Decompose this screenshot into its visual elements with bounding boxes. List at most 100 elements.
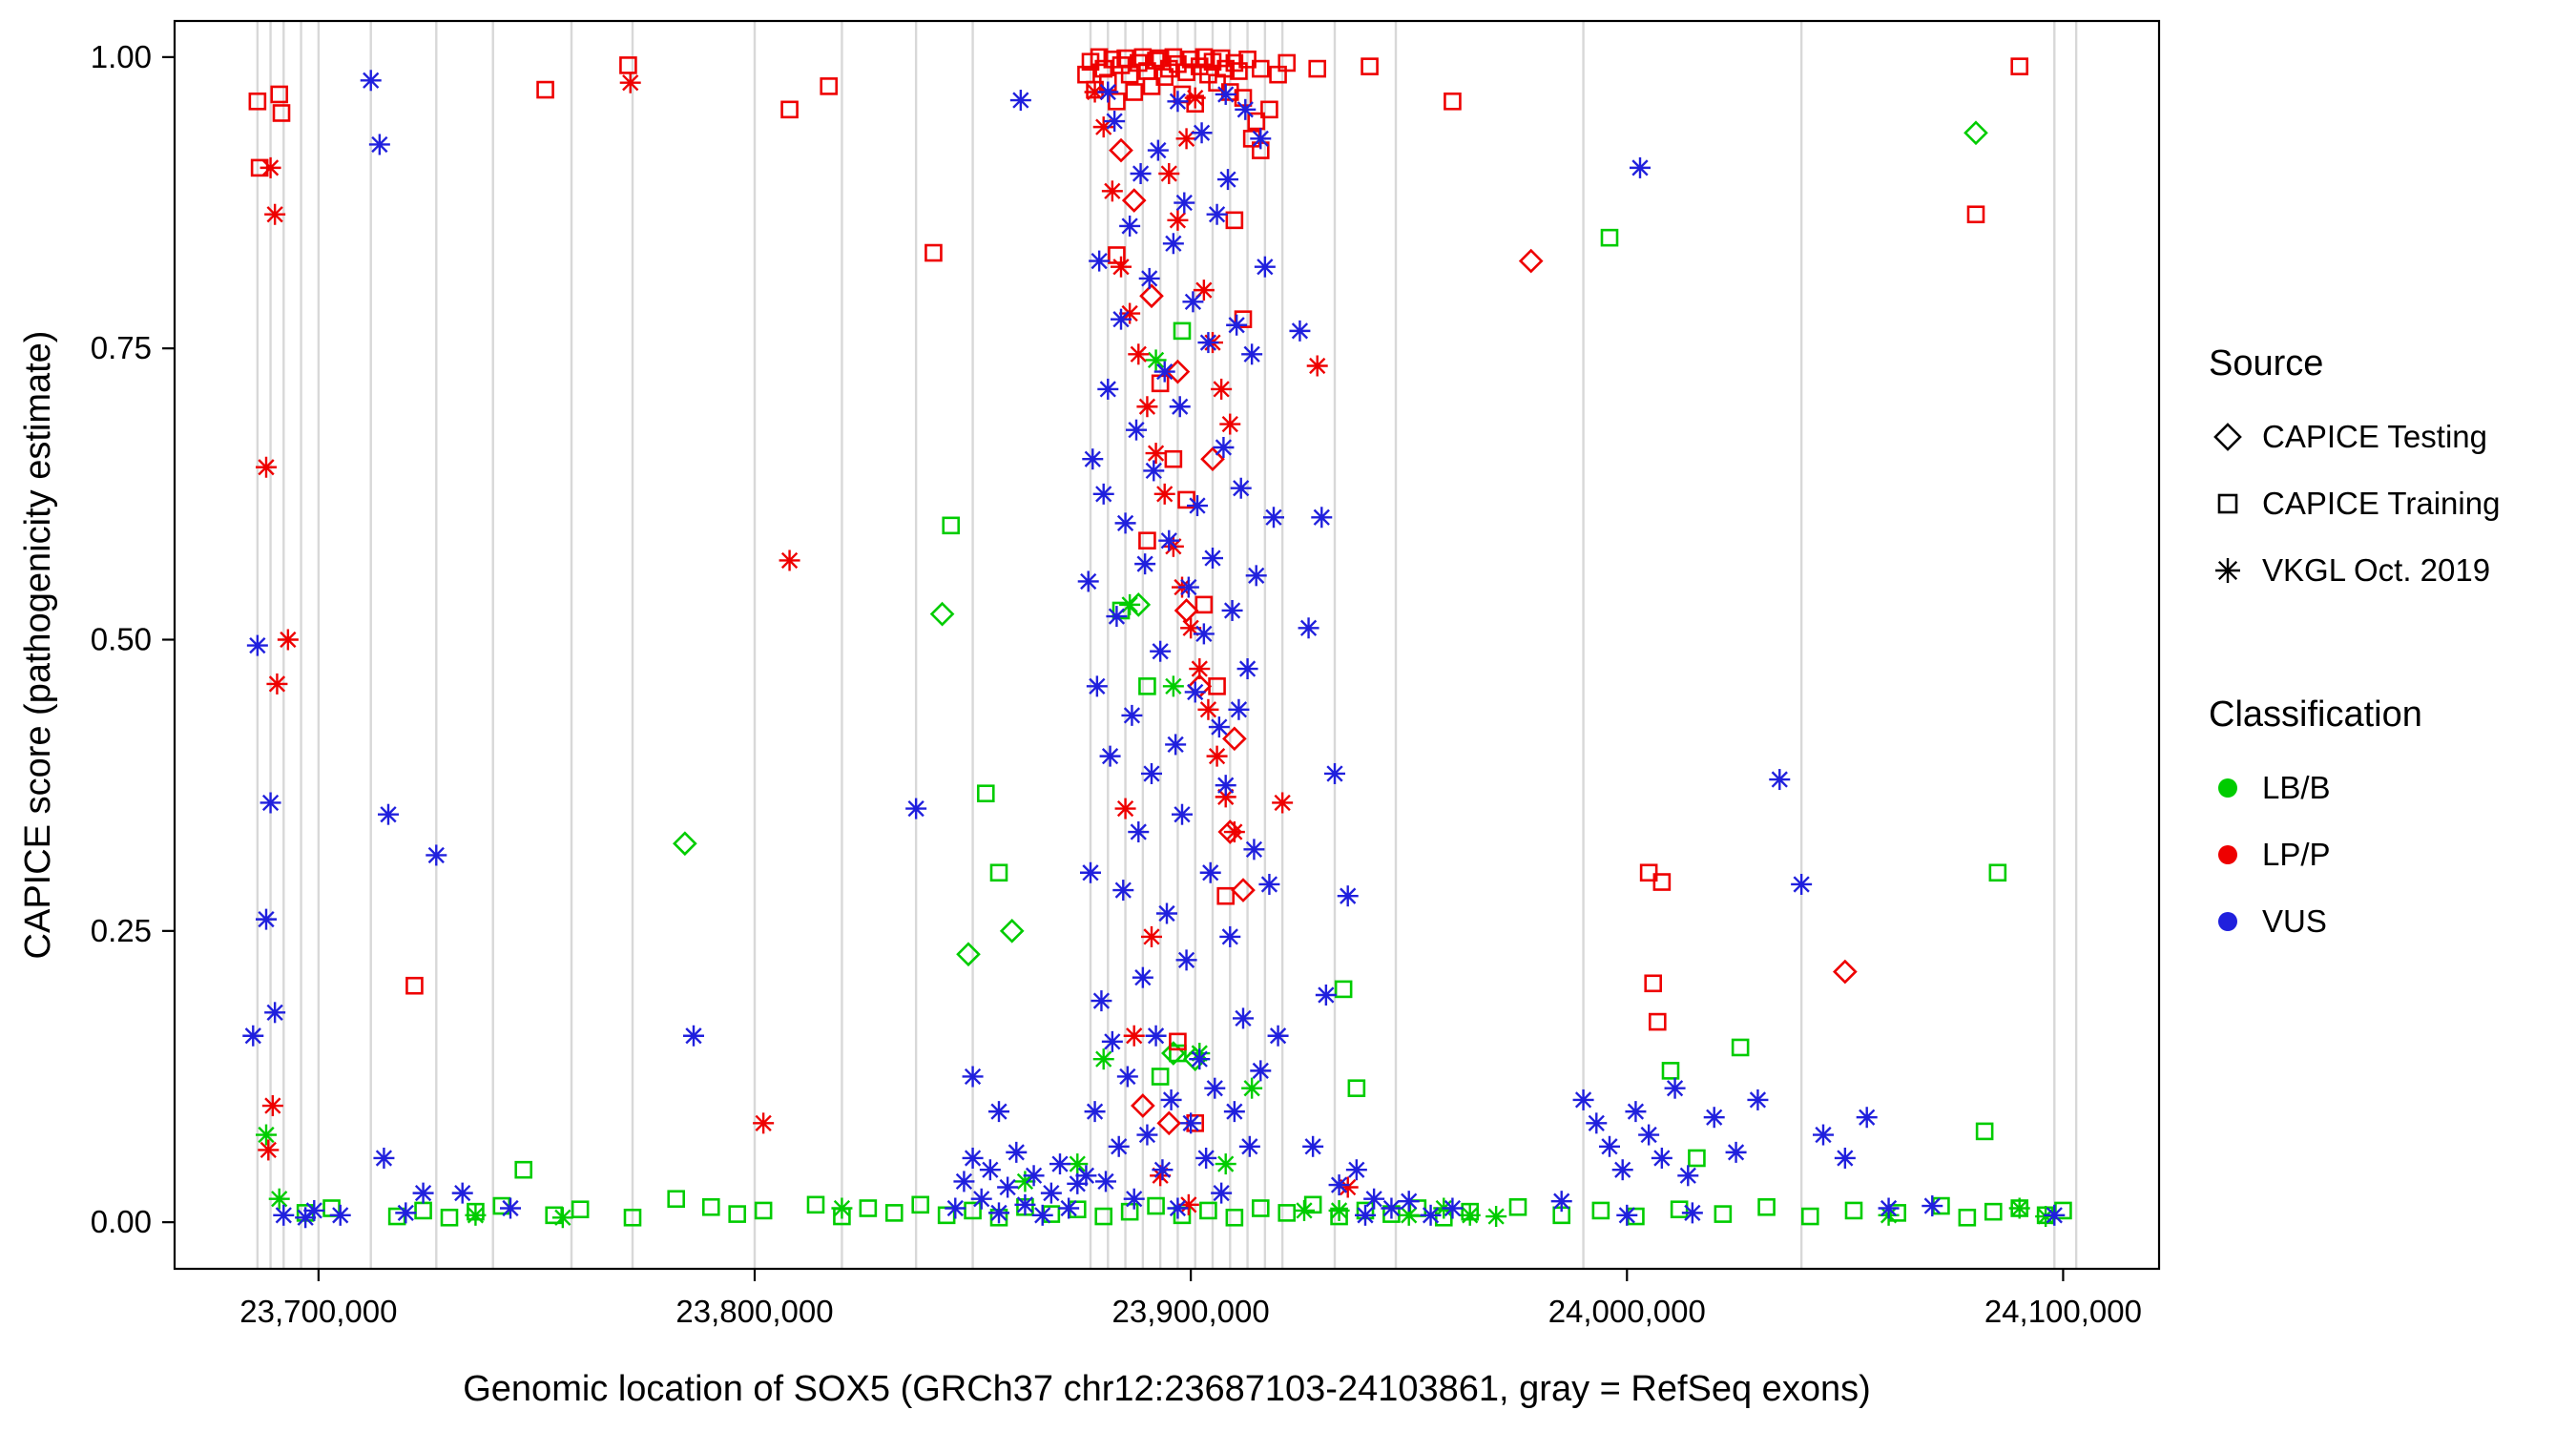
point-marker-asterisk — [1630, 156, 1651, 178]
asterisk-spoke — [1462, 1207, 1479, 1224]
point-marker-asterisk — [831, 1197, 853, 1219]
legend-item-label: CAPICE Training — [2262, 486, 2501, 521]
asterisk-spoke — [1069, 1155, 1086, 1172]
asterisk-spoke — [297, 1209, 314, 1226]
asterisk-spoke — [1116, 514, 1134, 532]
legend-item-capice-testing: CAPICE Testing — [2209, 404, 2571, 470]
asterisk-spoke — [1143, 765, 1160, 782]
asterisk-spoke — [1706, 1109, 1723, 1126]
point-marker-asterisk — [1223, 1101, 1245, 1123]
asterisk-spoke — [1226, 823, 1243, 840]
asterisk-spoke — [973, 1191, 990, 1208]
point-marker-square — [1212, 49, 1231, 68]
point-marker-square — [1251, 59, 1270, 78]
legend-item-label: CAPICE Testing — [2262, 419, 2487, 454]
asterisk-spoke — [1119, 1068, 1136, 1086]
point-marker-asterisk — [1219, 925, 1241, 947]
point-marker-asterisk — [412, 1182, 434, 1204]
asterisk-spoke — [1116, 799, 1134, 818]
point-marker-asterisk — [1158, 529, 1180, 551]
point-marker-asterisk — [258, 1139, 280, 1161]
point-marker-asterisk — [1009, 90, 1031, 112]
point-marker-square — [619, 56, 637, 74]
point-marker-asterisk — [1014, 1193, 1036, 1215]
asterisk-spoke — [1008, 1144, 1025, 1161]
point-marker-asterisk — [1141, 925, 1162, 947]
axis-ticks-layer: 23,700,000 23,800,000 23,900,000 24,000,000… — [91, 39, 2142, 1329]
asterisk-spoke — [964, 1068, 982, 1086]
asterisk-spoke — [467, 1207, 485, 1224]
asterisk-spoke — [1859, 1109, 1876, 1126]
point-marker-asterisk — [779, 550, 800, 571]
asterisk-spoke — [266, 1004, 283, 1021]
point-marker-asterisk — [1108, 1135, 1130, 1157]
asterisk-spoke — [1095, 1050, 1112, 1068]
lpp-dot-icon — [2218, 845, 2237, 864]
asterisk-spoke — [1106, 113, 1123, 130]
point-marker-asterisk — [1082, 448, 1104, 470]
asterisk-spoke — [990, 1204, 1008, 1222]
asterisk-spoke — [1138, 398, 1156, 415]
point-marker-asterisk — [1747, 1089, 1769, 1110]
asterisk-spoke — [1204, 550, 1221, 567]
point-marker-asterisk — [1856, 1107, 1878, 1129]
asterisk-spoke — [1099, 83, 1116, 101]
point-marker-asterisk — [1006, 1141, 1028, 1163]
asterisk-spoke — [964, 1150, 982, 1167]
asterisk-spoke — [1248, 567, 1265, 584]
point-marker-asterisk — [1089, 250, 1111, 272]
asterisk-spoke — [1199, 334, 1217, 351]
asterisk-spoke — [1169, 1199, 1187, 1217]
point-marker-asterisk — [1112, 880, 1134, 902]
point-marker-diamond — [1139, 283, 1164, 309]
legend-item-label: VKGL Oct. 2019 — [2262, 552, 2491, 588]
point-marker-asterisk — [1681, 1202, 1703, 1224]
point-marker-square — [1984, 1202, 2003, 1221]
point-marker-asterisk — [1213, 436, 1235, 458]
asterisk-spoke — [1193, 124, 1211, 141]
point-marker-asterisk — [329, 1204, 351, 1226]
asterisk-spoke — [1837, 1150, 1854, 1167]
asterisk-spoke — [305, 1202, 322, 1219]
point-marker-square — [964, 1201, 982, 1220]
asterisk-spoke — [1097, 1172, 1114, 1191]
point-marker-asterisk — [264, 203, 286, 225]
asterisk-spoke — [1147, 1027, 1165, 1045]
asterisk-spoke — [1211, 718, 1228, 736]
point-marker-asterisk — [1215, 83, 1236, 105]
point-marker-asterisk — [1167, 91, 1189, 113]
point-marker-asterisk — [1097, 378, 1119, 400]
point-marker-asterisk — [1258, 873, 1280, 895]
point-marker-diamond — [1126, 592, 1152, 617]
asterisk-spoke — [1618, 1207, 1635, 1224]
point-marker-square — [1238, 51, 1257, 69]
point-marker-square — [911, 1195, 930, 1214]
point-marker-asterisk — [1219, 413, 1241, 435]
point-marker-diamond — [1156, 1110, 1182, 1136]
point-marker-square — [1094, 1207, 1113, 1226]
diamond-icon — [2213, 423, 2242, 451]
point-marker-asterisk — [1023, 1165, 1045, 1187]
asterisk-spoke — [1299, 619, 1318, 636]
point-marker-square — [667, 1190, 686, 1209]
point-marker-square — [1208, 677, 1226, 695]
asterisk-spoke — [258, 459, 275, 476]
asterisk-spoke — [1180, 578, 1197, 596]
point-marker-asterisk — [1197, 698, 1219, 720]
point-marker-square — [405, 976, 424, 995]
asterisk-spoke — [1169, 93, 1187, 110]
asterisk-spoke — [1126, 1027, 1143, 1045]
point-marker-asterisk — [1834, 1147, 1856, 1169]
point-marker-asterisk — [1116, 1066, 1138, 1088]
asterisk-spoke — [266, 206, 283, 223]
asterisk-spoke — [1601, 1138, 1618, 1155]
point-marker-square — [1234, 89, 1253, 107]
point-marker-asterisk — [1189, 1048, 1211, 1070]
point-marker-asterisk — [1324, 762, 1345, 784]
x-tick-label: 23,900,000 — [1112, 1294, 1270, 1329]
point-marker-square — [1508, 1197, 1527, 1216]
point-marker-square — [571, 1200, 590, 1219]
asterisk-spoke — [1143, 928, 1160, 945]
point-marker-square — [1347, 1079, 1366, 1098]
point-marker-square — [1648, 1012, 1667, 1031]
